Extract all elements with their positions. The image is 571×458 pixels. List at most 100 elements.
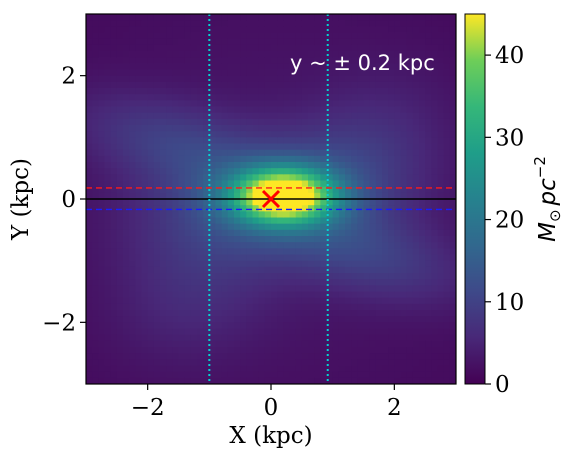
heatmap-cell [129,211,136,219]
heatmap-cell [166,143,173,151]
heatmap-cell [406,168,414,175]
heatmap-cell [264,162,272,169]
heatmap-cell [129,229,136,237]
heatmap-cell [449,69,456,77]
heatmap-cell [172,75,180,83]
heatmap-cell [264,359,272,367]
heatmap-cell [437,229,445,237]
heatmap-cell [141,254,149,262]
heatmap-cell [221,266,229,274]
heatmap-cell [116,211,124,219]
heatmap-cell [141,168,149,175]
heatmap-cell [98,94,106,101]
heatmap-cell [86,192,93,200]
heatmap-cell [153,81,161,89]
heatmap-cell [227,322,235,330]
heatmap-cell [209,285,217,293]
heatmap-cell [295,291,303,299]
heatmap-cell [400,69,408,77]
heatmap-cell [412,211,420,219]
heatmap-cell [449,297,456,305]
heatmap-cell [221,44,229,52]
heatmap-cell [153,192,161,200]
heatmap-cell [271,143,278,151]
heatmap-cell [172,303,180,311]
heatmap-cell [363,168,371,175]
heatmap-cell [184,254,192,262]
heatmap-cell [209,14,217,21]
heatmap-cell [382,162,389,169]
heatmap-cell [116,100,124,108]
heatmap-cell [406,217,414,225]
heatmap-cell [419,260,426,268]
heatmap-cell [351,242,358,249]
heatmap-cell [449,229,456,237]
heatmap-cell [129,365,136,373]
heatmap-cell [314,310,321,317]
heatmap-cell [443,353,451,360]
heatmap-cell [178,32,186,40]
heatmap-cell [332,180,340,188]
heatmap-cell [92,69,99,77]
heatmap-cell [258,205,266,212]
heatmap-cell [271,180,278,188]
heatmap-cell [425,100,432,108]
heatmap-cell [141,229,149,237]
heatmap-cell [419,310,426,317]
heatmap-cell [227,168,235,175]
heatmap-cell [301,365,309,373]
heatmap-cell [271,14,278,21]
heatmap-cell [314,303,321,311]
heatmap-cell [320,75,328,83]
heatmap-cell [264,205,272,212]
heatmap-cell [449,131,456,138]
heatmap-cell [166,63,173,71]
heatmap-cell [116,168,124,175]
heatmap-cell [449,162,456,169]
heatmap-cell [443,149,451,157]
heatmap-cell [283,334,291,342]
heatmap-cell [301,266,309,274]
heatmap-cell [375,365,383,373]
heatmap-cell [98,20,106,27]
heatmap-cell [394,81,402,89]
heatmap-cell [369,347,377,354]
heatmap-cell [363,242,371,249]
heatmap-cell [190,359,198,367]
heatmap-cell [172,365,180,373]
heatmap-cell [153,44,161,52]
heatmap-cell [425,26,432,34]
heatmap-cell [147,106,155,114]
heatmap-cell [221,334,229,342]
heatmap-cell [129,94,136,101]
heatmap-cell [277,149,284,157]
heatmap-cell [289,137,297,145]
heatmap-cell [326,149,334,157]
heatmap-cell [295,322,303,330]
heatmap-cell [221,279,229,286]
heatmap-cell [123,223,130,231]
heatmap-cell [92,279,99,286]
heatmap-cell [209,32,217,40]
x-axis-ticks: −2 0 2 [131,384,402,421]
heatmap-cell [203,254,210,262]
heatmap-cell [382,303,389,311]
heatmap-cell [258,131,266,138]
heatmap-cell [209,248,217,256]
heatmap-cell [234,174,241,182]
heatmap-cell [116,94,124,101]
heatmap-cell [345,106,352,114]
heatmap-cell [184,229,192,237]
heatmap-cell [197,14,204,21]
heatmap-cell [135,186,143,194]
heatmap-cell [160,353,167,360]
heatmap-cell [289,254,297,262]
heatmap-cell [209,131,217,138]
heatmap-cell [412,353,420,360]
heatmap-cell [332,88,340,95]
heatmap-cell [209,168,217,175]
heatmap-cell [92,340,99,348]
heatmap-cell [345,180,352,188]
heatmap-cell [166,32,173,40]
heatmap-cell [357,285,365,293]
